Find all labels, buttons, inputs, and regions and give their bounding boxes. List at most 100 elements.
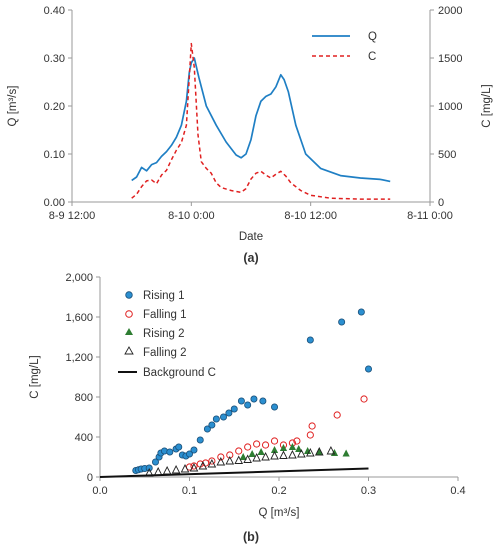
y2-tick-label: 0 (438, 197, 444, 209)
x-tick-label: 8-10 12:00 (284, 210, 337, 222)
point-falling-1 (190, 462, 198, 470)
point-falling-1 (235, 447, 243, 455)
point-falling-2 (305, 448, 315, 457)
x-tick-label: 8-11 0:00 (407, 210, 453, 222)
point-falling-2 (252, 453, 261, 462)
legend-q-label: Q (368, 31, 377, 43)
chart-b: 0 400 800 1,200 1,600 2,000 0.0 0.1 0.2 0.3 0.4 C… (29, 272, 466, 544)
point-rising-2 (257, 448, 265, 455)
point-rising-1 (203, 425, 211, 433)
legend-rising1-label: Rising 1 (143, 290, 185, 302)
y2-tick-label: 1000 (438, 101, 462, 113)
point-rising-2 (270, 446, 279, 453)
point-falling-2 (180, 464, 190, 473)
chart-a-series (131, 42, 391, 200)
series-background-c (99, 467, 369, 478)
point-rising-1 (244, 401, 252, 409)
point-rising-1 (271, 403, 279, 411)
point-rising-1 (208, 421, 216, 429)
chart-a-legend: Q C (312, 31, 377, 63)
point-falling-2 (326, 446, 336, 455)
chart-b-x-ticks: 0.0 0.1 0.2 0.3 0.4 (92, 477, 466, 497)
chart-a-x-ticks: 8-9 12:00 8-10 0:00 8-10 12:00 8-11 0:00 (49, 202, 453, 222)
legend-rising1-marker (125, 291, 133, 299)
point-rising-1 (230, 405, 238, 413)
point-rising-1 (225, 409, 233, 417)
legend-rising2-marker (125, 328, 133, 335)
point-falling-2 (216, 457, 226, 466)
point-falling-1 (360, 395, 368, 403)
x-tick-label: 0.4 (450, 485, 465, 497)
x-tick-label: 0.1 (182, 485, 197, 497)
y-tick-label: 0.30 (44, 53, 65, 65)
point-rising-2 (304, 447, 312, 454)
point-falling-1 (208, 457, 216, 465)
point-rising-1 (145, 464, 153, 472)
y-tick-label: 1,600 (65, 312, 93, 324)
point-falling-2 (288, 450, 297, 459)
point-rising-1 (151, 458, 159, 466)
point-rising-1 (166, 448, 174, 456)
y2-tick-label: 500 (438, 149, 456, 161)
y-tick-label: 1,200 (65, 352, 93, 364)
point-falling-1 (244, 443, 252, 451)
point-falling-2 (153, 467, 163, 476)
legend-falling1-marker (125, 310, 133, 318)
point-rising-2 (239, 453, 247, 460)
x-tick-label: 8-9 12:00 (49, 210, 95, 222)
point-rising-2 (295, 445, 303, 452)
point-falling-2 (279, 450, 288, 459)
point-falling-1 (308, 422, 316, 430)
y-tick-label: 0.20 (44, 101, 65, 113)
point-rising-1 (196, 436, 204, 444)
point-rising-1 (220, 413, 228, 421)
point-rising-1 (357, 308, 365, 316)
chart-b-series (99, 308, 372, 478)
point-falling-1 (261, 441, 270, 449)
point-falling-2 (297, 449, 306, 458)
chart-b-legend: Rising 1 Falling 1 Rising 2 Falling 2 Ba… (118, 290, 216, 379)
point-falling-1 (333, 411, 341, 419)
legend-c-label: C (368, 51, 376, 63)
point-falling-2 (261, 452, 270, 461)
y-tick-label: 0.00 (44, 197, 65, 209)
chart-b-x-axis-label: Q [m³/s] (259, 507, 300, 519)
y2-tick-label: 1500 (438, 53, 462, 65)
point-rising-1 (338, 318, 346, 326)
point-rising-2 (288, 443, 297, 450)
y-tick-label: 0 (87, 472, 93, 484)
point-falling-2 (171, 465, 181, 474)
panel-a-label: (a) (243, 251, 258, 265)
point-falling-1 (270, 437, 279, 445)
point-rising-1 (259, 397, 267, 405)
x-tick-label: 0.3 (361, 485, 376, 497)
chart-a-y-axis-label: Q [m³/s] (7, 86, 19, 127)
point-rising-1 (250, 395, 258, 403)
x-tick-label: 8-10 0:00 (168, 210, 214, 222)
y-tick-label: 0.10 (44, 149, 65, 161)
point-rising-2 (330, 449, 339, 456)
chart-a-y2-axis-label: C [mg/L] (481, 84, 493, 127)
panel-b-label: (b) (243, 530, 259, 544)
chart-a: 0.00 0.10 0.20 0.30 0.40 0 500 1000 1500 2000 8-… (7, 5, 493, 265)
point-rising-1 (212, 415, 220, 423)
point-falling-2 (270, 451, 279, 460)
point-falling-2 (189, 463, 199, 472)
legend-background-label: Background C (143, 367, 216, 379)
legend-falling2-label: Falling 2 (143, 347, 186, 359)
point-rising-2 (248, 450, 256, 457)
point-falling-1 (226, 451, 234, 459)
point-rising-2 (342, 449, 350, 457)
chart-b-y-ticks: 0 400 800 1,200 1,600 2,000 (65, 272, 100, 484)
point-falling-2 (162, 466, 172, 475)
legend-falling2-marker (124, 346, 134, 355)
point-falling-2 (198, 461, 208, 470)
series-line-q (131, 57, 391, 183)
point-rising-1 (175, 443, 183, 451)
point-rising-1 (237, 397, 245, 405)
point-falling-1 (253, 440, 261, 448)
point-rising-1 (364, 365, 372, 373)
point-rising-1 (190, 446, 198, 454)
y-tick-label: 400 (75, 432, 93, 444)
